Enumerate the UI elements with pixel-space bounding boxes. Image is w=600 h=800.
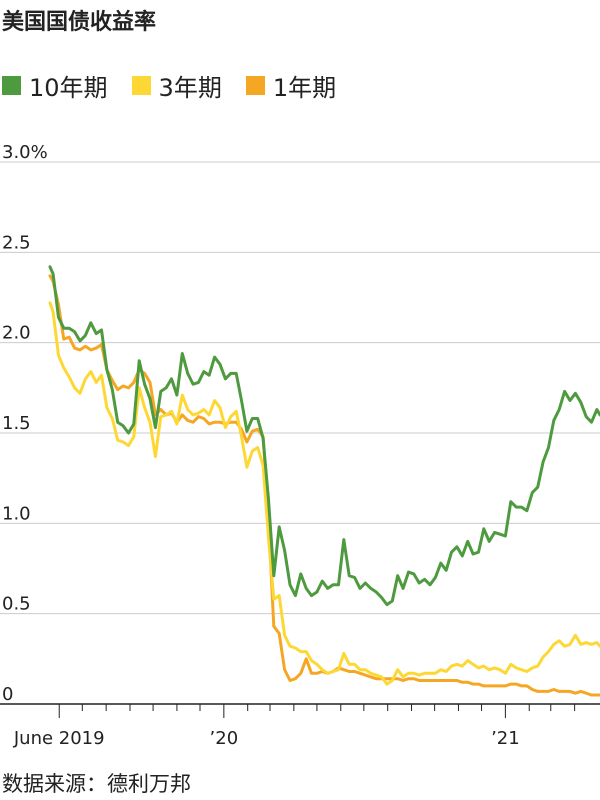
- y-tick-label-4: 2.0: [2, 323, 31, 344]
- legend-swatch-10y: [2, 76, 21, 95]
- legend-swatch-1y: [245, 76, 265, 95]
- x-tick-label-0: June 2019: [13, 728, 105, 749]
- legend-swatch-3y: [131, 76, 151, 95]
- source-note: 数据来源：德利万邦: [2, 772, 191, 796]
- series-line-10y: [48, 265, 600, 607]
- legend: 10年期 3年期 1年期: [2, 68, 336, 103]
- legend-item-1y: 1年期: [245, 68, 337, 103]
- series-line-1y: [48, 274, 600, 697]
- legend-label-10y: 10年期: [29, 74, 108, 102]
- legend-item-3y: 3年期: [131, 68, 222, 103]
- x-tick-label-2: ’21: [491, 728, 520, 749]
- y-tick-label-0: 0: [2, 684, 13, 705]
- x-tick-label-1: ’20: [210, 728, 239, 749]
- y-tick-label-2: 1.0: [2, 503, 31, 524]
- legend-label-3y: 3年期: [158, 74, 222, 102]
- chart-title: 美国国债收益率: [2, 10, 157, 35]
- line-chart: 0 0.5 1.0 1.5 2.0 2.5 3.0% June 2019 ’20 ’21: [0, 142, 600, 749]
- y-tick-label-1: 0.5: [2, 594, 31, 615]
- legend-label-1y: 1年期: [272, 74, 337, 102]
- series-line-3y: [48, 301, 600, 686]
- legend-item-10y: 10年期: [2, 68, 108, 103]
- y-tick-label-3: 1.5: [2, 413, 31, 434]
- y-tick-label-5: 2.5: [2, 232, 31, 253]
- y-tick-label-6: 3.0%: [2, 142, 48, 163]
